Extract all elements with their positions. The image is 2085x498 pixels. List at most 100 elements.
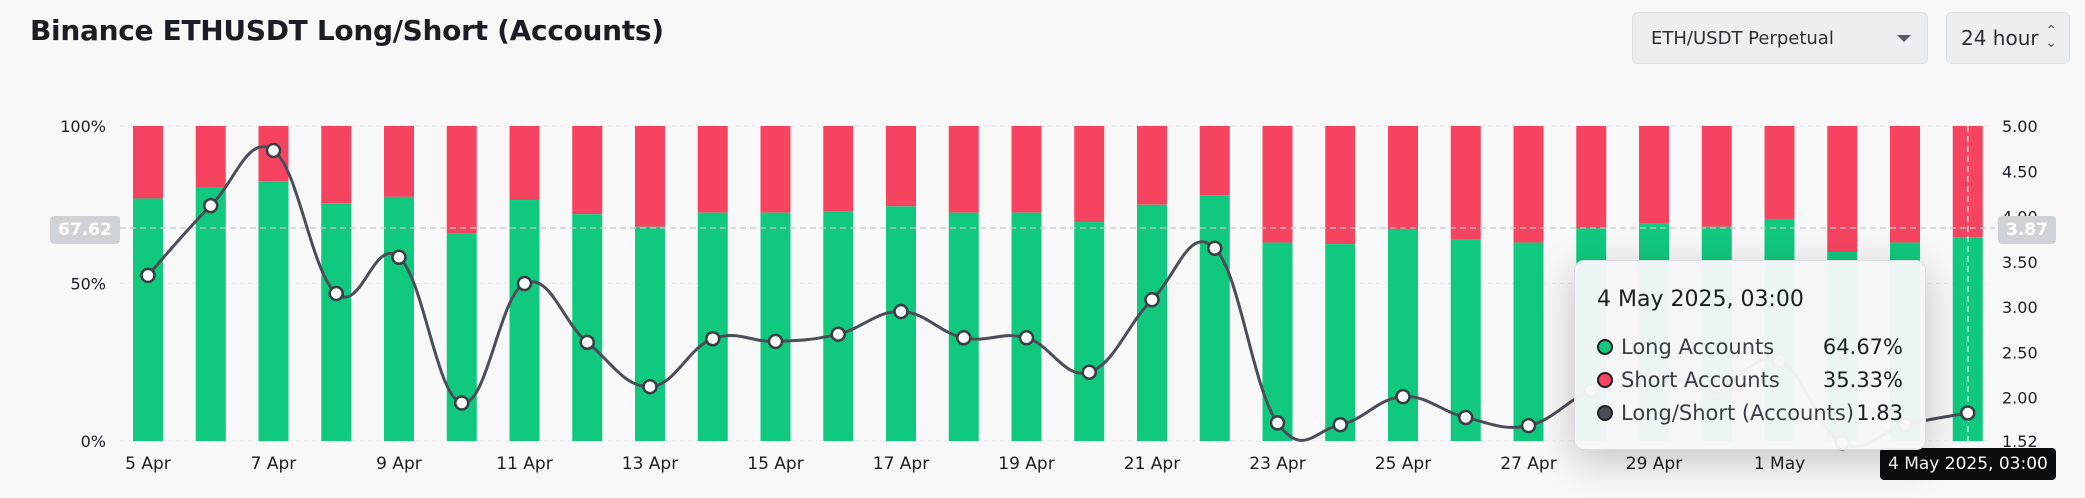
long-dot-icon [1597,338,1613,355]
ratio-point [265,142,282,159]
ratio-point [203,197,219,214]
short-bar [1576,126,1607,229]
long-bar [760,212,791,441]
short-bar [886,126,916,207]
long-bar [133,198,163,441]
tooltip-row-value: 1.83 [1856,400,1903,425]
tooltip-row-short: Short Accounts 35.33% [1597,363,1903,396]
right-tick-label: 2.00 [2002,389,2038,408]
right-tick-label: 4.50 [2002,162,2038,181]
ratio-point [1395,388,1411,405]
short-bar [446,126,477,234]
symbol-select[interactable]: ETH/USDT Perpetual [1632,12,1928,64]
tooltip-title: 4 May 2025, 03:00 [1597,287,1804,312]
chevron-down-icon [1897,35,1911,42]
left-tick-label: 100% [60,117,106,136]
tooltip-row-label: Short Accounts [1621,367,1780,392]
x-tick-label: 21 Apr [1124,454,1180,474]
x-tick-label: 23 Apr [1249,454,1305,474]
short-bar [1639,126,1669,224]
short-bar [133,126,163,199]
short-bar [509,126,540,201]
short-bar [1388,126,1418,230]
short-bar [1137,126,1167,205]
long-bar [886,206,916,441]
ratio-point [642,378,658,395]
short-bar [948,126,979,213]
short-bar [1827,126,1858,252]
ratio-point [140,267,156,284]
ratio-point [1960,405,1976,421]
long-bar [509,200,540,441]
short-bar [1262,126,1293,243]
tooltip-row-value: 35.33% [1822,367,1903,392]
tooltip-row-value: 64.67% [1822,334,1903,359]
short-bar [697,126,728,213]
long-bar [1388,229,1418,441]
short-bar [1011,126,1042,213]
ratio-dot-icon [1597,404,1613,421]
tooltip-row-ratio: Long/Short (Accounts) 1.83 [1597,396,1903,429]
long-bar [1262,242,1293,441]
x-tick-label: 29 Apr [1626,454,1682,474]
period-select-value: 24 hour [1961,26,2039,50]
ratio-point [893,303,909,320]
long-bar [1137,204,1167,441]
long-bar [697,212,728,441]
left-tick-label: 50% [70,275,106,294]
crosshair-right-label: 3.87 [1998,216,2056,244]
tooltip-row-label: Long Accounts [1621,334,1775,359]
x-tick-label: 19 Apr [998,454,1054,474]
ratio-point [516,275,533,292]
ratio-point [956,330,972,346]
chevron-updown-icon: ⌃ ⌄ [2045,23,2057,51]
long-bar [1513,242,1544,441]
long-bar [321,203,352,441]
short-bar [1513,126,1544,243]
long-bar [1011,212,1042,441]
period-select[interactable]: 24 hour ⌃ ⌄ [1946,12,2070,64]
long-bar [823,211,854,441]
ratio-point [1207,240,1223,256]
chart-title: Binance ETHUSDT Long/Short (Accounts) [30,14,664,47]
short-bar [1450,126,1481,240]
right-tick-label: 2.50 [2002,343,2038,362]
x-tick-label: 25 Apr [1375,454,1431,474]
x-tick-label: 5 Apr [125,454,171,474]
x-tick-label: 13 Apr [622,454,678,474]
x-tick-label: 11 Apr [496,454,552,474]
ratio-point [579,334,595,351]
ratio-point [1458,409,1474,426]
ratio-point [1081,364,1097,380]
ratio-point [1520,417,1537,434]
ratio-point [1332,416,1348,433]
short-dot-icon [1597,371,1613,388]
ratio-point [767,333,784,350]
short-bar [572,126,603,215]
crosshair [100,126,1995,441]
left-tick-label: 0% [81,432,106,451]
long-bar [1325,244,1356,441]
short-bar [195,126,226,188]
short-bar [760,126,791,213]
x-tick-label: 1 May [1754,454,1805,474]
ratio-point [454,395,470,411]
short-bar [1764,126,1795,219]
crosshair-left-label: 67.62 [50,216,120,244]
right-tick-label: 5.00 [2002,117,2038,136]
long-bar [195,187,226,441]
x-tick-label: 9 Apr [376,454,422,474]
short-bar [384,126,414,197]
long-bar [258,181,289,441]
ratio-point [328,285,344,302]
x-axis: 5 Apr 7 Apr 9 Apr 11 Apr 13 Apr 15 Apr 17 Apr 1… [125,454,1805,474]
tooltip-row-label: Long/Short (Accounts) [1621,400,1855,425]
short-bar [635,126,665,227]
long-bar [1074,222,1105,441]
short-bar [321,126,352,204]
short-bar [1325,126,1356,245]
left-axis: 0% 50% 100% [60,117,106,451]
long-bar [1199,195,1230,441]
ratio-point [391,249,407,265]
ratio-point [830,326,846,342]
